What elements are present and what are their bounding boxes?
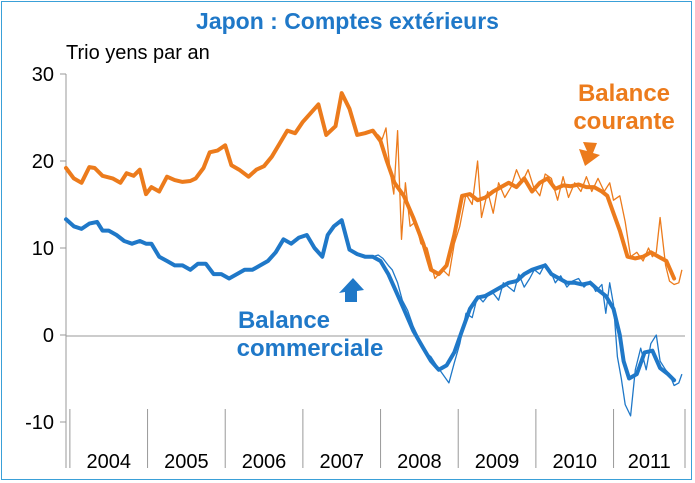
x-tick-label: 2005 <box>164 451 209 473</box>
x-tick-label: 2007 <box>319 451 364 473</box>
y-tick-label: 30 <box>32 64 54 86</box>
x-tick-label: 2006 <box>242 451 287 473</box>
x-tick-label: 2008 <box>397 451 442 473</box>
y-axis-unit-label: Trio yens par an <box>66 42 210 64</box>
y-tick-label: 10 <box>32 238 54 260</box>
y-tick-label: -10 <box>25 412 54 434</box>
y-tick-label: 20 <box>32 151 54 173</box>
annotation-line: Balance <box>238 307 330 334</box>
x-tick-label: 2010 <box>552 451 597 473</box>
x-tick-label: 2009 <box>475 451 520 473</box>
arrow-down-icon <box>579 142 600 166</box>
arrow-up-icon <box>339 278 364 302</box>
annotation-line: courante <box>573 108 674 135</box>
x-tick-label: 2004 <box>86 451 131 473</box>
annotation-line: Balance <box>578 80 670 107</box>
balance-courante-raw-line <box>372 127 683 286</box>
annotation-line: commerciale <box>237 335 384 362</box>
chart-title: Japon : Comptes extérieurs <box>196 8 499 34</box>
y-tick-label: 0 <box>43 325 54 347</box>
annotation-balance-commerciale: Balance commerciale <box>237 307 384 362</box>
x-tick-label: 2011 <box>628 451 671 473</box>
balance-commerciale-raw-line <box>372 254 683 417</box>
balance-courante-smoothed-line <box>64 91 677 281</box>
annotation-balance-courante: Balance courante <box>573 80 674 135</box>
balance-commerciale-smoothed-line <box>64 217 677 383</box>
